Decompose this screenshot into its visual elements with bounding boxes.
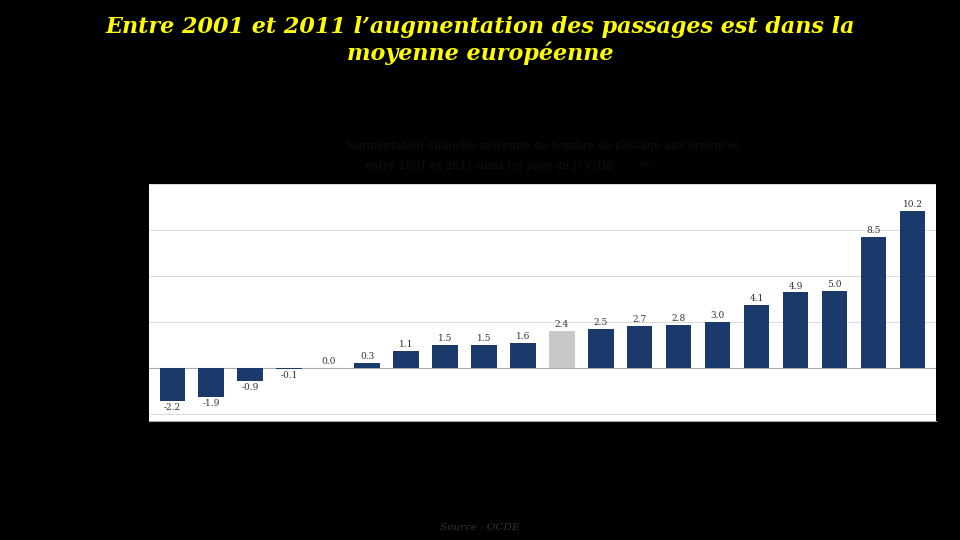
Text: 5.0: 5.0 <box>828 280 842 289</box>
Text: 1.5: 1.5 <box>438 334 452 343</box>
Text: 2.8: 2.8 <box>672 314 686 323</box>
Bar <box>354 363 380 368</box>
Bar <box>861 237 886 368</box>
Text: 1.5: 1.5 <box>477 334 492 343</box>
Bar <box>549 331 574 368</box>
Text: -0.9: -0.9 <box>241 383 259 392</box>
Bar <box>822 291 848 368</box>
Text: 0.3: 0.3 <box>360 352 374 361</box>
Text: entre 2001 et 2011 dans les pays de l'OCDE: entre 2001 et 2011 dans les pays de l'OC… <box>365 161 614 171</box>
Bar <box>783 293 808 368</box>
Text: 4.9: 4.9 <box>788 281 803 291</box>
Bar <box>199 368 224 397</box>
Bar <box>432 345 458 368</box>
Bar <box>588 329 613 368</box>
Bar <box>511 343 536 368</box>
Bar <box>666 325 691 368</box>
Text: 0.0: 0.0 <box>321 357 335 366</box>
Text: Entre 2001 et 2011 l’augmentation des passages est dans la
moyenne européenne: Entre 2001 et 2011 l’augmentation des pa… <box>106 16 854 65</box>
Text: Source : OCDE: Source : OCDE <box>441 523 519 532</box>
Text: -2.2: -2.2 <box>163 403 180 412</box>
Bar <box>705 321 731 368</box>
Text: 1.1: 1.1 <box>398 340 413 349</box>
Text: 2.5: 2.5 <box>593 319 608 327</box>
Text: 4.1: 4.1 <box>750 294 764 303</box>
Text: -0.1: -0.1 <box>280 371 298 380</box>
Text: 10.2: 10.2 <box>902 200 923 210</box>
Text: 2.7: 2.7 <box>633 315 647 325</box>
Y-axis label: Average annual growth rate (%): Average annual growth rate (%) <box>103 223 111 382</box>
Text: 2.4: 2.4 <box>555 320 569 329</box>
Text: 14(*): 14(*) <box>638 161 657 169</box>
Bar <box>744 305 769 368</box>
Bar <box>394 350 419 368</box>
Text: 3.0: 3.0 <box>710 310 725 320</box>
Bar <box>237 368 263 381</box>
Bar <box>900 211 925 368</box>
Bar <box>627 326 653 368</box>
Bar <box>471 345 496 368</box>
Bar <box>159 368 185 401</box>
Text: -1.9: -1.9 <box>203 399 220 408</box>
Text: 1.6: 1.6 <box>516 332 530 341</box>
Text: 8.5: 8.5 <box>866 226 881 235</box>
Bar <box>276 368 301 369</box>
Text: Augmentation annuelle moyenne du nombre de passage aux urgences: Augmentation annuelle moyenne du nombre … <box>345 141 740 151</box>
